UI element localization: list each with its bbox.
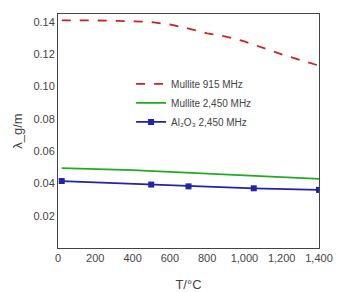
svg-text:0.12: 0.12 <box>33 48 54 60</box>
svg-text:0.08: 0.08 <box>33 113 54 125</box>
svg-text:0.10: 0.10 <box>33 80 54 92</box>
svg-text:0.02: 0.02 <box>33 210 54 222</box>
svg-text:Mullite 2,450 MHz: Mullite 2,450 MHz <box>171 98 251 109</box>
svg-text:0.04: 0.04 <box>33 177 54 189</box>
svg-text:Mullite 915 MHz: Mullite 915 MHz <box>171 79 243 90</box>
svg-text:0: 0 <box>55 252 61 264</box>
svg-text:1,200: 1,200 <box>268 252 296 264</box>
svg-text:T/°C: T/°C <box>175 277 201 292</box>
svg-text:0.14: 0.14 <box>33 16 54 28</box>
svg-text:Al₂O₃ 2,450 MHz: Al₂O₃ 2,450 MHz <box>171 117 247 128</box>
svg-text:1,400: 1,400 <box>305 252 333 264</box>
svg-text:λ_g/m: λ_g/m <box>10 113 25 148</box>
svg-text:400: 400 <box>123 252 141 264</box>
svg-text:800: 800 <box>198 252 216 264</box>
svg-text:200: 200 <box>86 252 104 264</box>
svg-text:1,000: 1,000 <box>231 252 259 264</box>
svg-text:0.06: 0.06 <box>33 145 54 157</box>
svg-text:600: 600 <box>161 252 179 264</box>
